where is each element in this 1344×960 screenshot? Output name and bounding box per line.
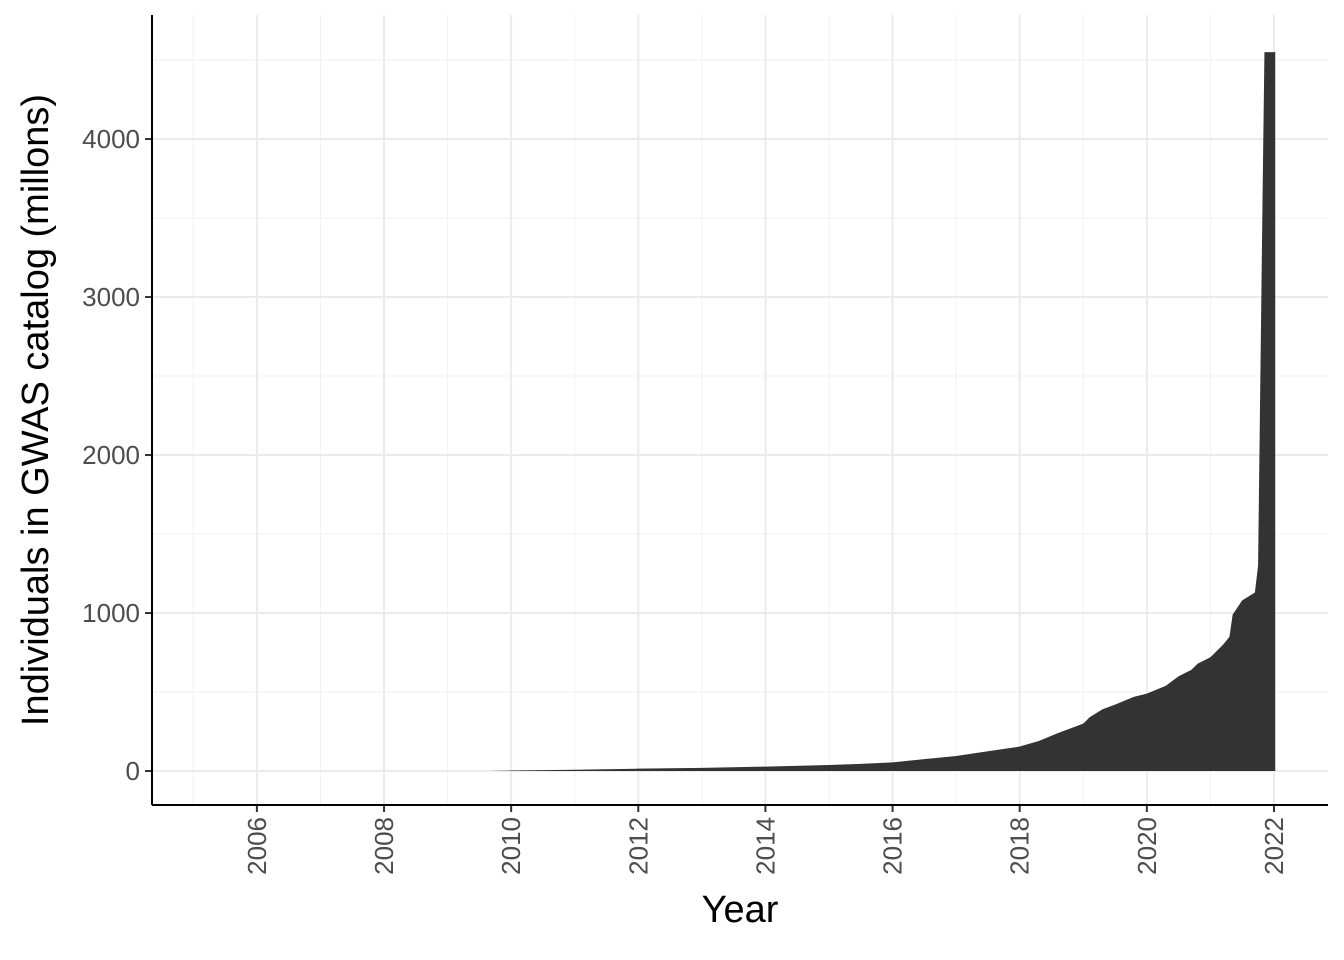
x-tick-label: 2012 — [623, 817, 653, 875]
x-tick-label: 2006 — [242, 817, 272, 875]
y-axis-label: Individuals in GWAS catalog (millons) — [15, 94, 57, 726]
marks — [488, 52, 1276, 772]
y-tick-label: 0 — [126, 756, 140, 786]
x-tick-label: 2008 — [369, 817, 399, 875]
x-tick-label: 2018 — [1005, 817, 1035, 875]
x-tick-label: 2010 — [496, 817, 526, 875]
x-tick-label: 2020 — [1132, 817, 1162, 875]
x-tick-label: 2016 — [878, 817, 908, 875]
area — [488, 52, 1276, 772]
x-tick-label: 2014 — [750, 817, 780, 875]
grid — [152, 15, 1328, 805]
y-tick-label: 1000 — [82, 598, 140, 628]
y-tick-label: 3000 — [82, 282, 140, 312]
axes: 2006 2008 2010 2012 2014 2016 2018 2020 2022 0 100… — [82, 15, 1328, 875]
x-tick-label: 2022 — [1259, 817, 1289, 875]
x-axis-label: Year — [702, 889, 779, 931]
y-tick-label: 4000 — [82, 124, 140, 154]
y-tick-label: 2000 — [82, 440, 140, 470]
